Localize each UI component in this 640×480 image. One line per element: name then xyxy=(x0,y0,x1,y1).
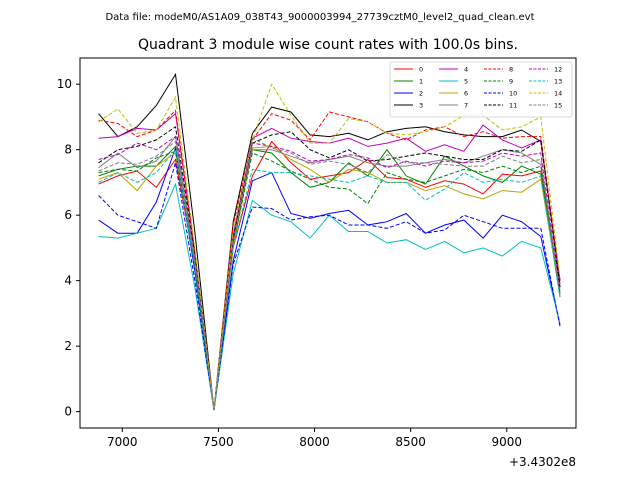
legend-label-1: 1 xyxy=(419,78,423,86)
x-tick-label: 8000 xyxy=(299,435,330,449)
axes-frame xyxy=(79,57,577,429)
legend-label-8: 8 xyxy=(509,66,513,74)
y-tick-label: 0 xyxy=(64,405,72,419)
legend-label-4: 4 xyxy=(464,66,468,74)
series-line-12 xyxy=(98,135,561,411)
y-tick-label: 8 xyxy=(64,143,72,157)
legend-label-3: 3 xyxy=(419,102,423,110)
series-line-10 xyxy=(98,162,561,411)
series-line-3 xyxy=(98,72,561,411)
series-line-0 xyxy=(98,140,561,411)
legend-label-7: 7 xyxy=(464,102,468,110)
y-tick-label: 6 xyxy=(64,208,72,222)
x-tick-label: 8500 xyxy=(395,435,426,449)
series-lines xyxy=(98,72,561,411)
legend-label-14: 14 xyxy=(554,90,562,98)
legend-label-10: 10 xyxy=(509,90,517,98)
x-offset-label: +3.4302e8 xyxy=(509,455,576,469)
x-axis: 7000 7500 8000 8500 9000 xyxy=(107,428,522,449)
series-line-11 xyxy=(98,125,561,411)
legend-label-12: 12 xyxy=(554,66,562,74)
series-line-5 xyxy=(98,182,561,411)
x-tick-label: 7000 xyxy=(107,435,138,449)
series-line-13 xyxy=(98,148,561,411)
series-line-8 xyxy=(98,109,561,411)
y-tick-label: 4 xyxy=(64,274,72,288)
legend-label-0: 0 xyxy=(419,66,423,74)
legend-label-15: 15 xyxy=(554,102,562,110)
legend-label-11: 11 xyxy=(509,102,517,110)
x-tick-label: 7500 xyxy=(203,435,234,449)
data-file-label: Data file: modeM0/AS1A09_038T43_90000039… xyxy=(105,12,534,23)
legend-label-6: 6 xyxy=(464,90,468,98)
legend-label-9: 9 xyxy=(509,78,513,86)
y-axis: 0 2 4 6 8 10 xyxy=(57,77,80,419)
legend-box xyxy=(389,61,573,118)
legend-label-13: 13 xyxy=(554,78,562,86)
legend-label-5: 5 xyxy=(464,78,468,86)
x-tick-label: 9000 xyxy=(492,435,523,449)
chart-title: Quadrant 3 module wise count rates with … xyxy=(138,37,518,53)
series-line-15 xyxy=(98,137,561,411)
series-line-7 xyxy=(98,135,561,411)
series-line-2 xyxy=(98,147,561,411)
legend-label-2: 2 xyxy=(419,90,423,98)
y-tick-label: 2 xyxy=(64,339,72,353)
y-tick-label: 10 xyxy=(57,77,72,91)
series-line-14 xyxy=(98,83,561,411)
